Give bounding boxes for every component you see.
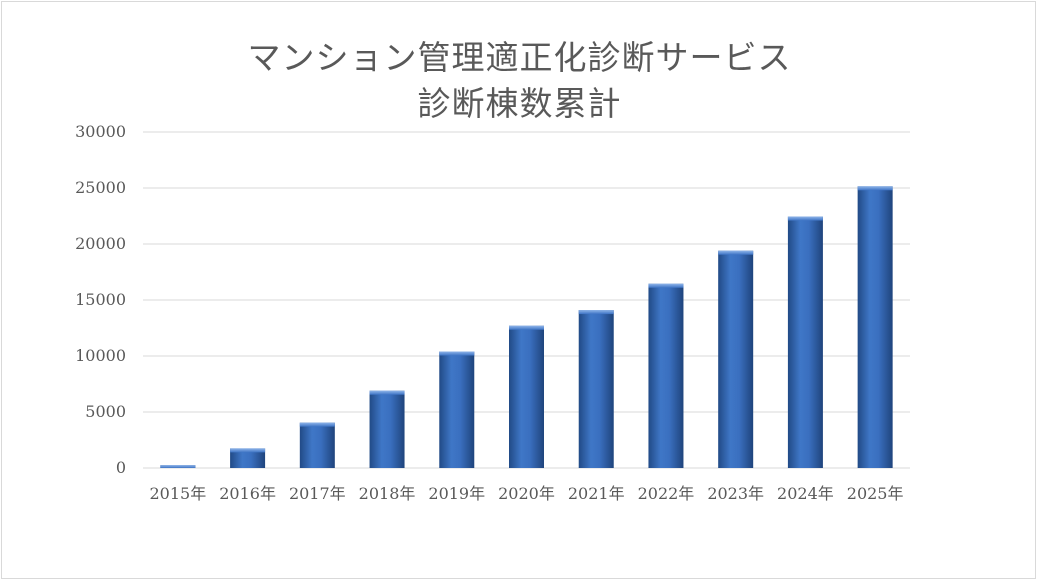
- bar-top-bevel: [439, 351, 475, 356]
- bar-top-bevel: [160, 465, 196, 468]
- bar: [787, 216, 823, 468]
- bar-top-bevel: [578, 310, 614, 315]
- y-tick-label: 20000: [75, 234, 126, 253]
- y-tick-label: 30000: [75, 122, 126, 141]
- bar-2015年: [160, 465, 196, 468]
- bar-2024年: [787, 216, 823, 468]
- x-tick-label: 2025年: [847, 484, 904, 503]
- bars: [160, 186, 893, 468]
- y-tick-label: 15000: [75, 290, 126, 309]
- x-tick-label: 2024年: [777, 484, 834, 503]
- bar-top-bevel: [230, 448, 266, 453]
- bar-top-bevel: [787, 216, 823, 221]
- bar-top-bevel: [648, 283, 684, 288]
- bar-2019年: [439, 351, 475, 468]
- y-tick-label: 10000: [75, 346, 126, 365]
- x-tick-label: 2016年: [219, 484, 276, 503]
- bar: [439, 351, 475, 468]
- x-tick-label: 2018年: [359, 484, 416, 503]
- bar-top-bevel: [509, 325, 544, 330]
- bar-2020年: [509, 325, 544, 468]
- chart-title-line-2: 診断棟数累計: [417, 84, 622, 123]
- bar: [369, 390, 405, 468]
- bar-top-bevel: [857, 186, 893, 191]
- bar-2023年: [718, 250, 754, 468]
- x-tick-label: 2015年: [149, 484, 206, 503]
- bar-2017年: [299, 422, 335, 468]
- y-tick-label: 25000: [75, 178, 126, 197]
- bar-2025年: [857, 186, 893, 468]
- x-tick-label: 2021年: [568, 484, 625, 503]
- bar: [648, 283, 684, 468]
- x-tick-label: 2017年: [289, 484, 346, 503]
- x-axis-ticks: 2015年 2016年 2017年 2018年 2019年 2020年 2021年 2022年…: [149, 484, 903, 503]
- y-tick-label: 5000: [85, 402, 126, 421]
- y-tick-label: 0: [116, 458, 126, 477]
- x-tick-label: 2023年: [707, 484, 764, 503]
- bar-2016年: [230, 448, 266, 468]
- bar-2022年: [648, 283, 684, 468]
- bar-2018年: [369, 390, 405, 468]
- bar-top-bevel: [369, 390, 405, 395]
- chart-title-line-1: マンション管理適正化診断サービス: [247, 38, 792, 77]
- x-tick-label: 2019年: [428, 484, 485, 503]
- bar: [578, 310, 614, 468]
- bar-top-bevel: [718, 250, 754, 255]
- x-tick-label: 2020年: [498, 484, 555, 503]
- y-axis-ticks: 0 5000 10000 15000 20000 25000 30000: [75, 122, 126, 477]
- x-tick-label: 2022年: [638, 484, 695, 503]
- bar-2021年: [578, 310, 614, 468]
- bar-top-bevel: [299, 422, 335, 427]
- bar: [857, 186, 893, 468]
- bar: [230, 448, 266, 468]
- bar: [509, 325, 544, 468]
- bar: [718, 250, 754, 468]
- bar: [299, 422, 335, 468]
